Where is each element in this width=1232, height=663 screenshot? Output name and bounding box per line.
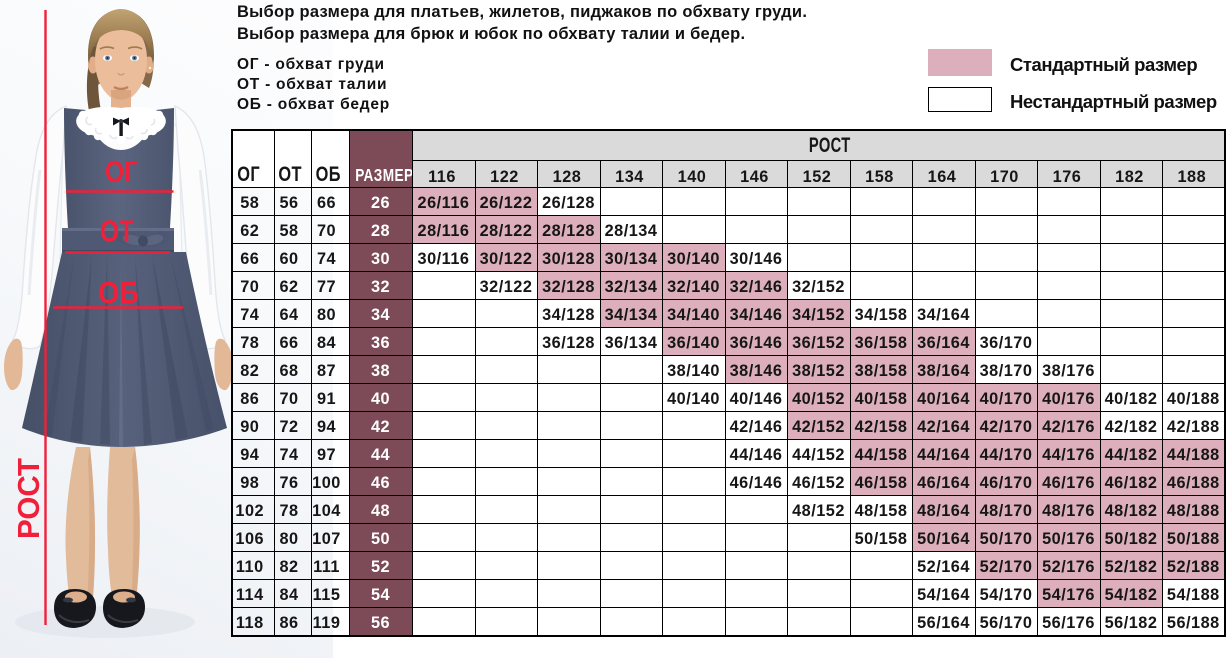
- svg-text:ОБ: ОБ: [98, 275, 139, 310]
- svg-text:РОСТ: РОСТ: [11, 458, 46, 539]
- svg-text:ОТ: ОТ: [100, 214, 134, 249]
- svg-text:ОГ: ОГ: [105, 154, 138, 189]
